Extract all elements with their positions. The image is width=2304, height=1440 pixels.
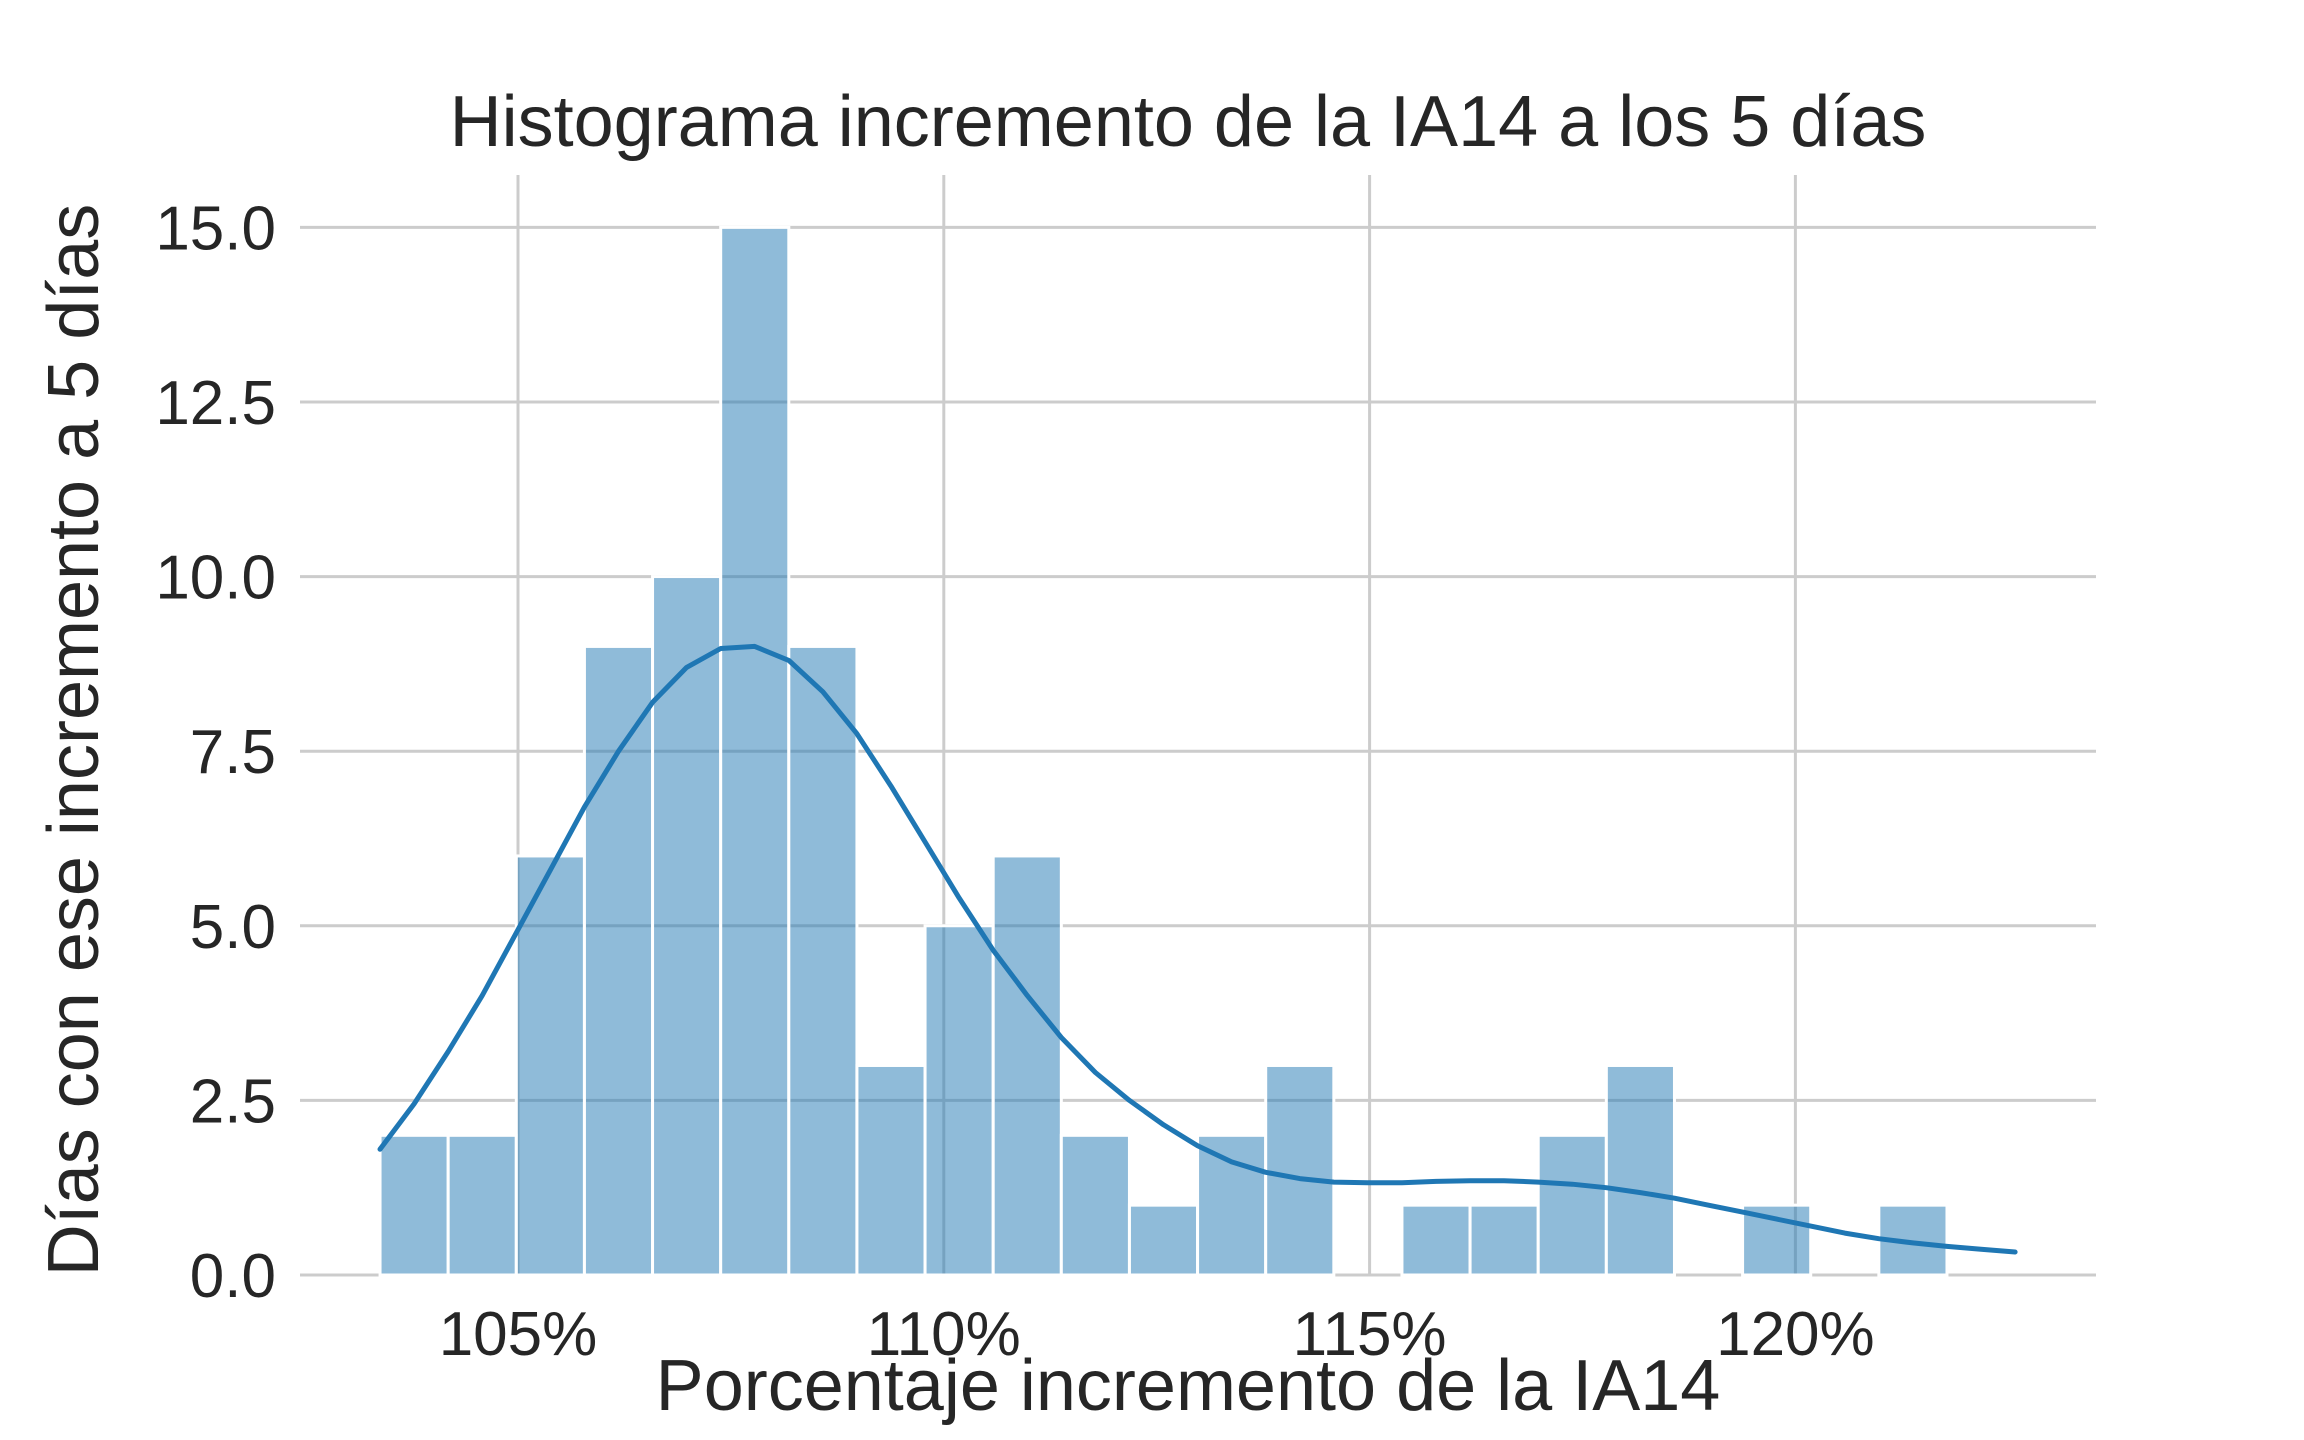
x-tick-labels: 105% 110% 115% 120% <box>439 1300 1875 1369</box>
y-tick-label-6: 15.0 <box>155 194 276 263</box>
histogram-bar-22 <box>1877 1203 1949 1277</box>
histogram-bar-17 <box>1536 1133 1608 1277</box>
histogram-bar-10 <box>1059 1133 1131 1277</box>
histogram-bars <box>378 225 1949 1277</box>
histogram-bar-0 <box>378 1133 450 1277</box>
y-tick-label-4: 10.0 <box>155 544 276 613</box>
histogram-bar-18 <box>1604 1063 1676 1277</box>
histogram-bar-3 <box>582 644 655 1277</box>
kde-curve <box>377 643 2018 1255</box>
x-tick-label-2: 115% <box>1293 1300 1447 1369</box>
y-tick-label-0: 0.0 <box>190 1242 276 1311</box>
x-tick-label-0: 105% <box>439 1300 598 1369</box>
histogram-bar-8 <box>923 924 995 1277</box>
histogram-bar-5 <box>719 225 791 1277</box>
histogram-bar-7 <box>855 1063 927 1277</box>
histogram-bar-12 <box>1196 1133 1268 1277</box>
x-axis-label: Porcentaje incremento de la IA14 <box>656 1346 1721 1426</box>
histogram-bar-1 <box>446 1133 518 1277</box>
chart-title: Histograma incremento de la IA14 a los 5… <box>450 82 1927 162</box>
histogram-bar-15 <box>1400 1203 1472 1277</box>
histogram-bar-13 <box>1264 1063 1336 1277</box>
y-axis-label: Días con ese incremento a 5 días <box>34 204 114 1277</box>
y-tick-label-1: 2.5 <box>190 1067 276 1136</box>
x-tick-label-3: 120% <box>1716 1300 1875 1369</box>
histogram-bar-6 <box>787 644 859 1277</box>
y-tick-labels: 0.0 2.5 5.0 7.5 10.0 12.5 15.0 <box>155 194 276 1311</box>
y-tick-label-5: 12.5 <box>155 369 276 438</box>
y-tick-label-2: 5.0 <box>190 893 276 962</box>
histogram-bar-4 <box>651 575 723 1277</box>
histogram-bar-16 <box>1468 1203 1540 1277</box>
histogram-bar-9 <box>991 854 1063 1277</box>
x-tick-label-1: 110% <box>867 1300 1021 1369</box>
y-tick-label-3: 7.5 <box>190 718 276 787</box>
histogram-bar-11 <box>1127 1203 1200 1277</box>
